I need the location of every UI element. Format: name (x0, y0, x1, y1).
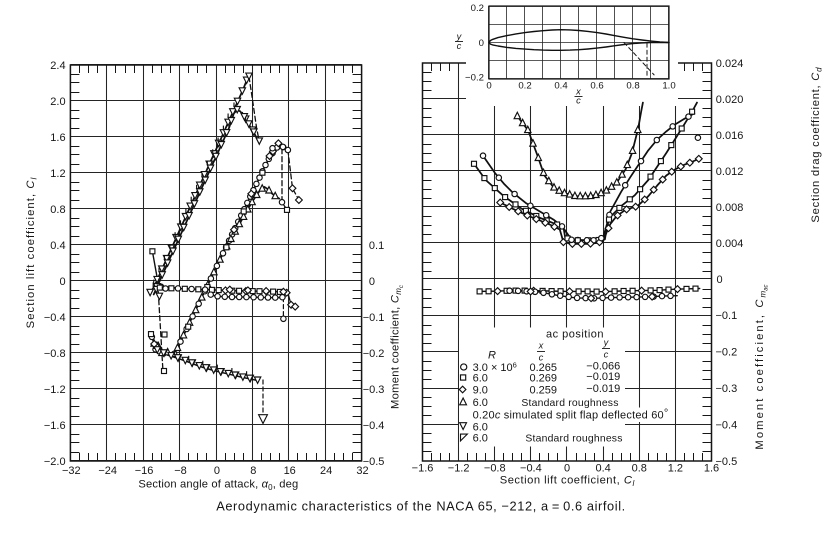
svg-text:0: 0 (717, 274, 723, 286)
svg-text:2.4: 2.4 (50, 60, 65, 72)
svg-text:0.008: 0.008 (716, 202, 744, 214)
svg-text:6.0: 6.0 (473, 422, 488, 434)
svg-text:0.8: 0.8 (50, 204, 65, 216)
svg-text:−1.2: −1.2 (44, 384, 66, 396)
svg-text:c: c (539, 353, 544, 363)
svg-text:0.004: 0.004 (716, 238, 744, 250)
svg-text:0: 0 (486, 81, 491, 92)
svg-text:−0.3: −0.3 (363, 384, 385, 396)
svg-text:0.2: 0.2 (518, 81, 531, 92)
svg-text:0.265: 0.265 (530, 362, 558, 374)
svg-text:ac position: ac position (546, 329, 604, 341)
svg-text:−0.4: −0.4 (520, 463, 542, 475)
svg-text:−0.8: −0.8 (484, 463, 506, 475)
svg-text:6.0: 6.0 (473, 397, 488, 409)
svg-text:Section lift coefficient, Cl: Section lift coefficient, Cl (500, 475, 635, 489)
svg-text:Section drag coefficient, Cd: Section drag coefficient, Cd (810, 67, 824, 223)
svg-text:32: 32 (356, 465, 368, 477)
svg-text:2.0: 2.0 (50, 96, 65, 108)
svg-text:−0.4: −0.4 (44, 312, 66, 324)
svg-text:c: c (457, 41, 462, 51)
svg-text:0.016: 0.016 (716, 130, 744, 142)
svg-text:x: x (538, 341, 544, 351)
svg-text:8: 8 (250, 465, 256, 477)
svg-text:−0.3: −0.3 (716, 383, 738, 395)
svg-text:0.8: 0.8 (626, 81, 639, 92)
svg-text:−8: −8 (174, 465, 187, 477)
svg-text:−0.2: −0.2 (716, 347, 738, 359)
svg-text:−32: −32 (62, 465, 81, 477)
svg-text:−0.2: −0.2 (363, 348, 385, 360)
svg-text:−16: −16 (135, 465, 154, 477)
svg-text:y: y (603, 338, 610, 348)
svg-text:R: R (488, 350, 496, 362)
svg-text:c: c (576, 96, 581, 106)
svg-text:Moment coefficient, Cmc: Moment coefficient, Cmc (390, 285, 406, 409)
svg-text:−1.2: −1.2 (448, 463, 470, 475)
svg-text:0.1: 0.1 (369, 240, 384, 252)
svg-text:0.4: 0.4 (595, 463, 610, 475)
svg-text:24: 24 (320, 465, 332, 477)
svg-text:−0.2: −0.2 (465, 73, 484, 84)
svg-text:−0.019: −0.019 (586, 371, 620, 383)
svg-text:−0.066: −0.066 (586, 361, 620, 373)
svg-text:Aerodynamic characteristics of: Aerodynamic characteristics of the NACA … (216, 499, 626, 514)
svg-text:−0.019: −0.019 (586, 383, 620, 395)
svg-text:1.2: 1.2 (50, 168, 65, 180)
svg-text:Standard roughness: Standard roughness (525, 434, 622, 445)
svg-text:0.4: 0.4 (50, 240, 65, 252)
svg-text:−0.5: −0.5 (363, 456, 385, 468)
svg-text:Moment coefficient, Cmac: Moment coefficient, Cmac (754, 284, 770, 449)
svg-text:0: 0 (479, 38, 484, 49)
svg-text:9.0: 9.0 (473, 385, 488, 397)
svg-text:c: c (604, 350, 609, 360)
svg-text:0.4: 0.4 (554, 81, 568, 92)
svg-text:−0.1: −0.1 (363, 312, 385, 324)
svg-text:−0.1: −0.1 (716, 310, 738, 322)
svg-text:0: 0 (59, 276, 65, 288)
svg-text:1.0: 1.0 (662, 81, 675, 92)
svg-text:0: 0 (369, 276, 375, 288)
svg-text:−2.0: −2.0 (44, 456, 66, 468)
svg-text:1.2: 1.2 (668, 463, 683, 475)
svg-text:−1.6: −1.6 (44, 420, 66, 432)
svg-text:−0.4: −0.4 (716, 419, 738, 431)
svg-text:−0.5: −0.5 (716, 456, 738, 468)
svg-text:0.259: 0.259 (530, 385, 558, 397)
svg-text:0.012: 0.012 (716, 166, 744, 178)
svg-text:0: 0 (564, 463, 570, 475)
svg-text:x: x (575, 87, 581, 97)
svg-text:0.024: 0.024 (716, 58, 744, 70)
svg-text:0.8: 0.8 (632, 463, 647, 475)
svg-text:Standard roughness: Standard roughness (521, 398, 618, 409)
svg-text:y: y (456, 32, 463, 42)
svg-text:1.6: 1.6 (704, 463, 719, 475)
svg-text:1.6: 1.6 (50, 132, 65, 144)
svg-text:6.0: 6.0 (473, 373, 488, 385)
svg-text:0.20c simulated split flap def: 0.20c simulated split flap deflected 60° (473, 407, 669, 421)
svg-text:−0.8: −0.8 (44, 348, 66, 360)
svg-text:−24: −24 (98, 465, 117, 477)
svg-text:−1.6: −1.6 (412, 463, 434, 475)
svg-text:0.269: 0.269 (530, 373, 558, 385)
svg-text:0.2: 0.2 (471, 3, 484, 14)
svg-text:0.020: 0.020 (716, 94, 744, 106)
svg-text:Section angle of attack, α0, d: Section angle of attack, α0, deg (138, 479, 298, 493)
svg-text:Section lift coefficient, Cl: Section lift coefficient, Cl (25, 177, 39, 328)
svg-text:3.0 × 106: 3.0 × 106 (473, 361, 517, 375)
svg-text:0: 0 (214, 465, 220, 477)
svg-text:0.6: 0.6 (590, 81, 603, 92)
svg-text:6.0: 6.0 (473, 433, 488, 445)
svg-text:16: 16 (284, 465, 296, 477)
svg-text:−0.4: −0.4 (363, 420, 385, 432)
